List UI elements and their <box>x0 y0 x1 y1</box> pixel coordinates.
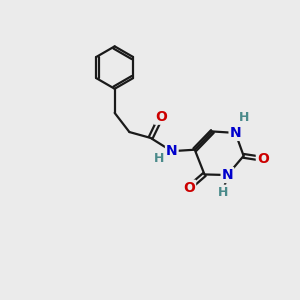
Text: N: N <box>222 168 233 182</box>
Text: O: O <box>183 181 195 195</box>
Text: H: H <box>218 186 228 199</box>
Text: H: H <box>239 111 249 124</box>
Text: N: N <box>230 126 241 140</box>
Text: N: N <box>166 144 178 158</box>
Text: O: O <box>257 152 269 166</box>
Text: H: H <box>154 152 165 165</box>
Text: O: O <box>155 110 167 124</box>
